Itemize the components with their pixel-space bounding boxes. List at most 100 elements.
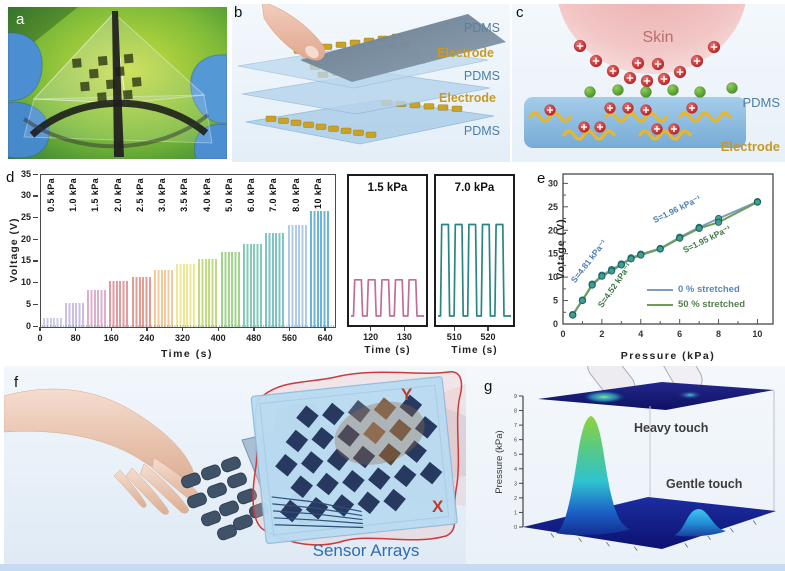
heavy-touch-label: Heavy touch <box>634 421 708 435</box>
positive-charge-icon <box>631 56 645 70</box>
inset-xtick-mark <box>487 327 489 331</box>
sensor-diamond <box>290 475 313 498</box>
trace-line <box>273 510 363 521</box>
electrode-pad <box>423 103 435 110</box>
panel-e-chart: 0 2 4 6 8 10 0 5 10 15 20 25 30 e Votage (V) Pressur… <box>535 164 785 366</box>
pressure-step-band <box>242 243 263 327</box>
floor-tick <box>707 535 711 541</box>
pressure-map-floor <box>523 497 776 549</box>
inset-7kpa: 7.0 kPa 510 520 Time (s) <box>434 174 515 364</box>
positive-charges-skin <box>573 39 721 88</box>
panel-label-c: c <box>516 4 524 21</box>
reflection-blotch <box>334 401 425 465</box>
pressure-tick-label: 6 <box>514 438 517 444</box>
d-ytick-label: 10 <box>20 277 31 288</box>
pressure-tick-label: 7 <box>514 423 517 429</box>
positive-charge-icon <box>589 54 603 68</box>
data-point <box>753 198 762 206</box>
pulse-waveform <box>438 223 511 317</box>
positive-charge-icon <box>686 102 698 114</box>
pressure-step-band <box>64 303 85 327</box>
glove-finger <box>190 54 227 124</box>
d-xtick-label: 640 <box>317 333 333 343</box>
pressure-step-label: 8.0 kPa <box>290 178 301 212</box>
pressure-step-band <box>109 280 129 327</box>
data-point <box>676 234 684 242</box>
trace-line <box>274 524 364 529</box>
baseline-noise <box>42 324 334 327</box>
d-xtick-mark <box>288 327 291 331</box>
d-x-axis-label: Time (s) <box>160 348 214 360</box>
positive-charge-icon <box>690 54 704 68</box>
inset-xtick-mark <box>370 327 372 331</box>
positive-charge-icon <box>544 104 556 116</box>
d-xtick-mark <box>39 327 41 331</box>
pulse-trace <box>351 278 424 317</box>
sensor-diamond <box>347 400 371 423</box>
sensor-diamond <box>389 418 412 442</box>
panel-f-application: Y X Sensor Arrays f <box>4 366 466 564</box>
robot-finger-segment <box>237 488 257 505</box>
inset-x-axis-label: Time (s) <box>364 345 411 356</box>
e-ytick-label: 0 <box>553 319 558 329</box>
checker-cell <box>72 58 82 68</box>
floor-tick <box>578 537 582 543</box>
e-ytick-label: 30 <box>548 178 558 188</box>
d-xtick-label: 320 <box>175 333 191 343</box>
sensor-diamond <box>322 402 345 426</box>
e-ytick-label: 5 <box>553 296 558 306</box>
pressure-step-band <box>131 276 152 327</box>
human-finger <box>139 463 189 514</box>
sensor-diamond <box>352 445 376 469</box>
d-ytick-mark <box>33 195 38 197</box>
sensor-diamond <box>363 421 386 445</box>
pressure-step-label: 0.5 kPa <box>45 178 56 212</box>
pulse-waveform <box>351 278 424 317</box>
gentle-touch-peak <box>674 509 726 537</box>
pressure-tick-label: 9 <box>514 394 517 400</box>
legend-row: 50 % stretched <box>647 297 745 312</box>
checker-cell <box>97 92 107 102</box>
pressure-step-label: 2.0 kPa <box>112 178 123 212</box>
d-ytick-mark <box>33 173 38 175</box>
electrode-pad <box>315 123 327 130</box>
sensor-diamond <box>296 405 319 428</box>
sensor-diamond <box>285 429 309 453</box>
wavy-electrode <box>678 111 732 123</box>
pressure-tick-label: 5 <box>514 452 517 458</box>
pressure-step-band <box>42 318 62 327</box>
inset-plot-box: 1.5 kPa <box>347 174 428 327</box>
panel-label-g: g <box>484 378 493 395</box>
wavy-electrode <box>562 129 616 141</box>
pdms-label: PDMS <box>464 69 500 83</box>
sensor-sheet-top <box>538 382 774 410</box>
pressure-tick-label: 0 <box>514 525 517 531</box>
positive-charge-icon <box>622 102 634 114</box>
sensor-diamond <box>419 461 443 485</box>
checker-cell <box>88 68 99 79</box>
e-xtick-label: 8 <box>716 329 721 339</box>
positive-charge-icon <box>673 65 687 79</box>
d-xtick-mark <box>217 327 219 331</box>
e-chart-wrap: 0 2 4 6 8 10 0 5 10 15 20 25 30 e Votage (V) Pressur… <box>535 164 785 366</box>
positive-charge-icon <box>594 121 606 133</box>
robot-finger-segment <box>207 482 227 499</box>
gentle-touch-label: Gentle touch <box>666 477 742 491</box>
positive-charge-icon <box>640 104 652 116</box>
electrode-pad <box>451 105 463 112</box>
positive-charge-icon <box>578 121 590 133</box>
inset-title: 1.5 kPa <box>367 182 408 194</box>
panel-a-photo: a <box>8 7 227 159</box>
glove-finger <box>8 101 50 159</box>
e-ytick-label: 20 <box>548 225 558 235</box>
sensor-arrays-caption: Sensor Arrays <box>313 541 420 560</box>
pressure-step-label: 3.0 kPa <box>157 178 168 212</box>
data-point <box>637 251 645 259</box>
floor-tick <box>684 543 689 548</box>
floor-tick <box>633 546 638 551</box>
positive-charges-slab <box>544 102 698 135</box>
inset-title: 7.0 kPa <box>454 182 495 194</box>
positive-charge-icon <box>573 39 587 53</box>
layer-schematic: PDMS Electrode PDMS Electrode PDMS <box>237 4 506 145</box>
